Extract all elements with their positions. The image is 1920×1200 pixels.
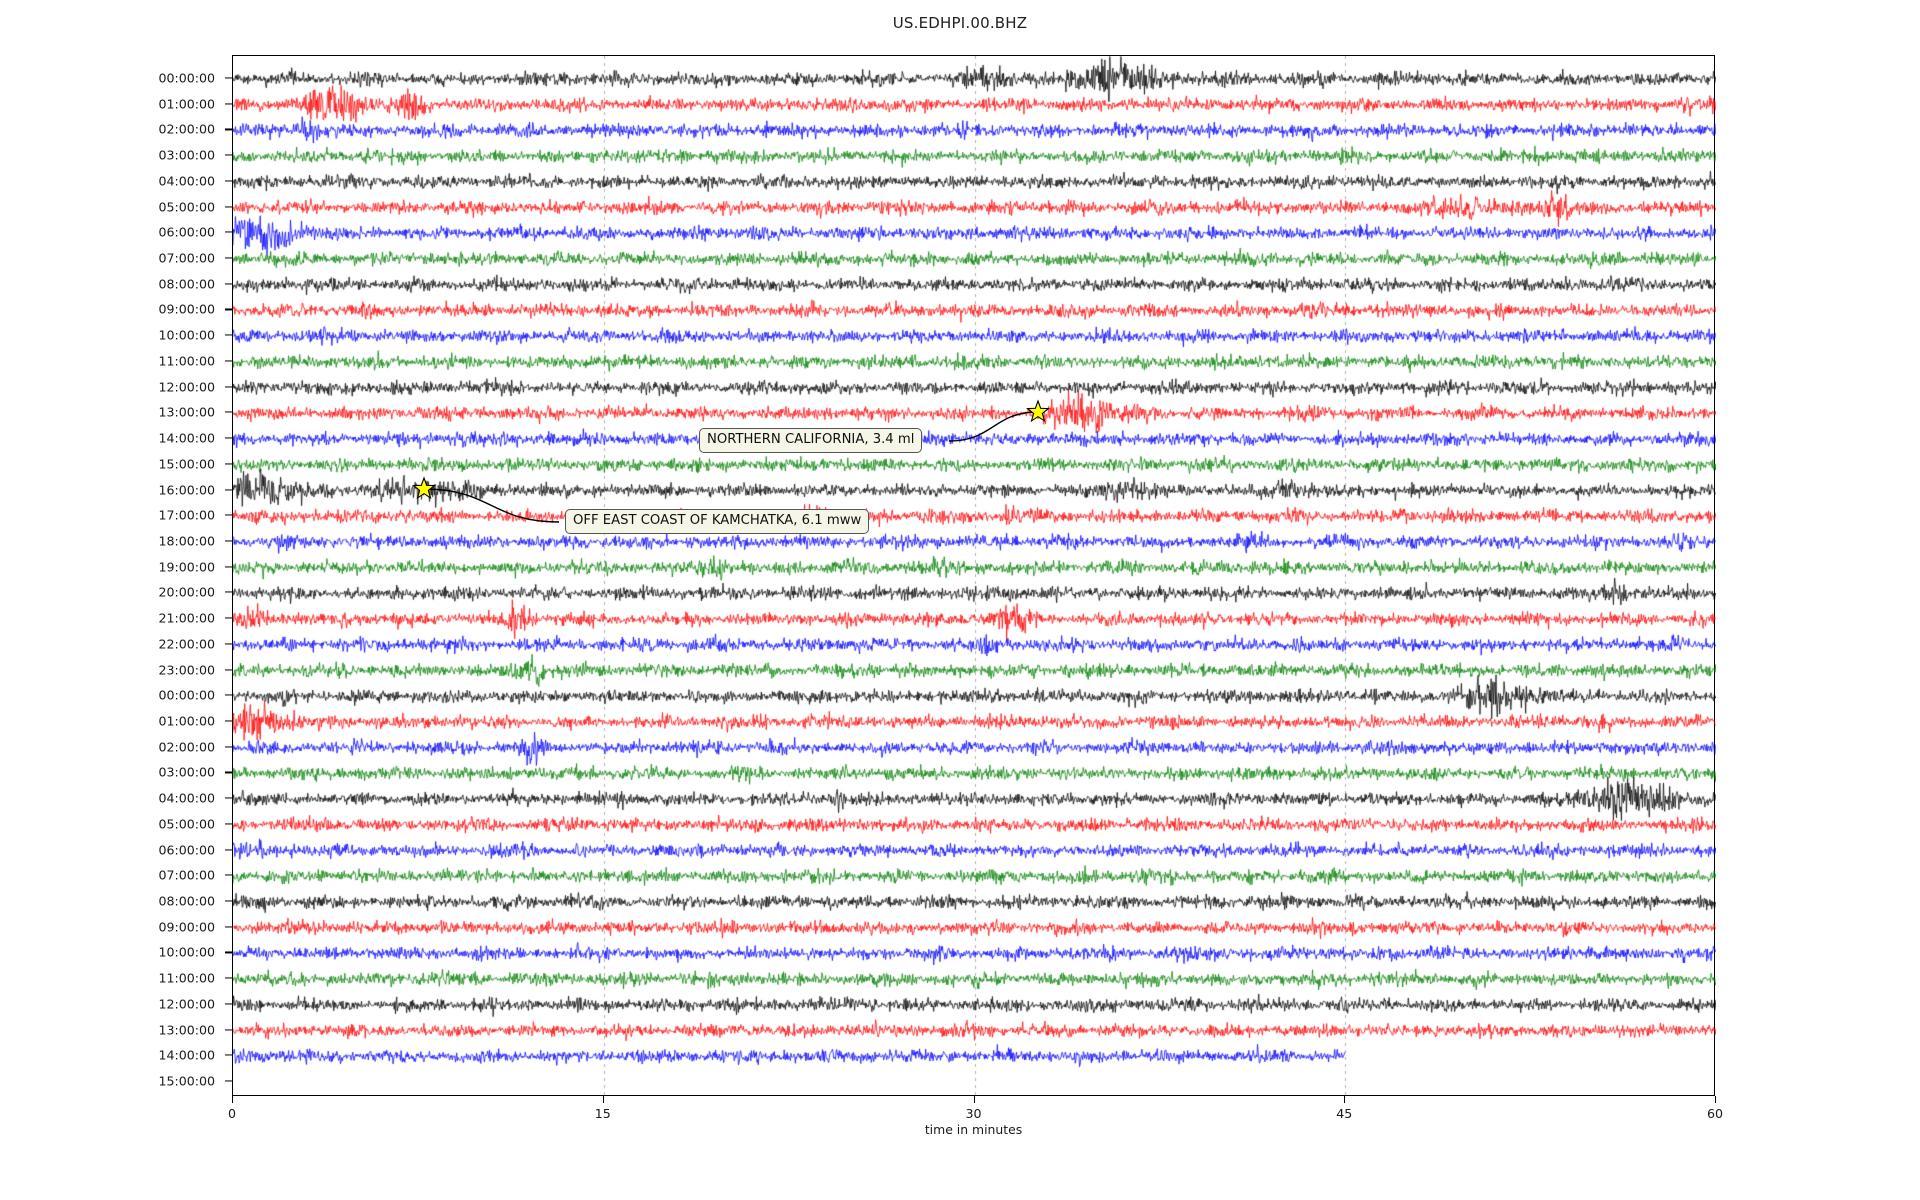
y-tick-label: 13:00:00 — [158, 1022, 215, 1038]
y-tick-mark — [225, 437, 232, 439]
y-tick-mark — [225, 617, 232, 619]
seismogram-traces — [233, 56, 1716, 1097]
y-tick-label: 10:00:00 — [158, 327, 215, 343]
y-tick-label: 00:00:00 — [158, 687, 215, 703]
y-tick-label: 14:00:00 — [158, 430, 215, 446]
y-axis-labels: 00:00:00 01:00:00 02:00:00 03:00:00 04:00:00… — [0, 55, 232, 1096]
x-axis: 0 15 30 45 60 — [228, 1096, 1723, 1156]
y-tick-label: 01:00:00 — [158, 96, 215, 112]
y-tick-label: 19:00:00 — [158, 559, 215, 575]
y-tick-label: 04:00:00 — [158, 173, 215, 189]
y-tick-mark — [225, 283, 232, 285]
y-tick-mark — [225, 1054, 232, 1056]
y-tick-mark — [225, 77, 232, 79]
y-tick-label: 05:00:00 — [158, 816, 215, 832]
y-tick-mark — [225, 1080, 232, 1082]
y-tick-mark — [225, 900, 232, 902]
y-tick-label: 07:00:00 — [158, 867, 215, 883]
y-tick-mark — [225, 360, 232, 362]
y-tick-mark — [225, 463, 232, 465]
y-tick-mark — [225, 1029, 232, 1031]
y-tick-label: 23:00:00 — [158, 662, 215, 678]
y-tick-label: 07:00:00 — [158, 250, 215, 266]
y-tick-label: 21:00:00 — [158, 610, 215, 626]
y-tick-mark — [225, 154, 232, 156]
y-tick-label: 11:00:00 — [158, 353, 215, 369]
plot-title: US.EDHPI.00.BHZ — [892, 14, 1028, 32]
y-tick-mark — [225, 874, 232, 876]
y-tick-label: 08:00:00 — [158, 893, 215, 909]
x-tick-label: 15 — [594, 1106, 611, 1121]
y-tick-mark — [225, 488, 232, 491]
y-tick-mark — [225, 720, 232, 722]
y-tick-label: 18:00:00 — [158, 533, 215, 549]
y-tick-label: 03:00:00 — [158, 764, 215, 780]
y-tick-label: 03:00:00 — [158, 147, 215, 163]
y-tick-label: 12:00:00 — [158, 996, 215, 1012]
y-tick-label: 02:00:00 — [158, 121, 215, 137]
y-tick-mark — [225, 334, 232, 336]
y-tick-mark — [225, 1003, 232, 1005]
y-tick-mark — [225, 308, 232, 311]
y-tick-label: 08:00:00 — [158, 276, 215, 292]
y-tick-mark — [225, 591, 232, 593]
y-tick-mark — [225, 797, 232, 799]
y-tick-label: 02:00:00 — [158, 739, 215, 755]
y-tick-mark — [225, 669, 232, 671]
y-tick-mark — [225, 951, 232, 954]
y-tick-label: 16:00:00 — [158, 482, 215, 498]
y-tick-label: 04:00:00 — [158, 790, 215, 806]
y-tick-label: 09:00:00 — [158, 301, 215, 317]
x-axis-title: time in minutes — [924, 1122, 1023, 1137]
y-tick-label: 12:00:00 — [158, 379, 215, 395]
y-tick-mark — [225, 180, 232, 182]
y-tick-mark — [225, 206, 232, 208]
y-tick-mark — [225, 257, 232, 259]
y-tick-mark — [225, 926, 232, 928]
y-tick-label: 22:00:00 — [158, 636, 215, 652]
y-tick-mark — [225, 977, 232, 979]
y-tick-label: 15:00:00 — [158, 456, 215, 472]
event-annotation-kamchatka[interactable]: OFF EAST COAST OF KAMCHATKA, 6.1 mww — [565, 509, 870, 534]
y-tick-mark — [225, 566, 232, 568]
y-tick-mark — [225, 771, 232, 773]
y-tick-label: 11:00:00 — [158, 970, 215, 986]
x-tick-label: 45 — [1336, 1106, 1353, 1121]
y-tick-mark — [225, 694, 232, 696]
y-tick-label: 17:00:00 — [158, 507, 215, 523]
y-tick-mark — [225, 103, 232, 105]
x-tick-mark — [232, 1096, 234, 1103]
y-tick-mark — [225, 231, 232, 233]
x-tick-label: 60 — [1706, 1106, 1724, 1121]
y-tick-label: 09:00:00 — [158, 919, 215, 935]
x-tick-mark — [1715, 1096, 1717, 1103]
y-tick-label: 06:00:00 — [158, 842, 215, 858]
y-tick-mark — [225, 540, 232, 542]
y-tick-label: 20:00:00 — [158, 584, 215, 600]
y-tick-mark — [225, 823, 232, 825]
y-tick-mark — [225, 386, 232, 388]
plot-area — [232, 55, 1716, 1097]
y-tick-mark — [225, 746, 232, 748]
y-tick-label: 15:00:00 — [158, 1073, 215, 1089]
y-tick-mark — [225, 514, 232, 516]
y-tick-mark — [225, 128, 232, 130]
y-tick-label: 14:00:00 — [158, 1047, 215, 1063]
x-tick-mark — [602, 1096, 604, 1103]
y-tick-mark — [225, 643, 232, 645]
y-tick-mark — [225, 411, 232, 413]
x-tick-mark — [973, 1096, 975, 1103]
y-tick-label: 10:00:00 — [158, 944, 215, 960]
y-tick-mark — [225, 849, 232, 851]
x-tick-label: 0 — [227, 1106, 237, 1121]
y-tick-label: 01:00:00 — [158, 713, 215, 729]
x-tick-mark — [1344, 1096, 1346, 1103]
y-tick-label: 05:00:00 — [158, 199, 215, 215]
y-tick-label: 00:00:00 — [158, 70, 215, 86]
event-annotation-northern-california[interactable]: NORTHERN CALIFORNIA, 3.4 ml — [699, 428, 923, 453]
y-tick-label: 06:00:00 — [158, 224, 215, 240]
y-tick-label: 13:00:00 — [158, 404, 215, 420]
x-tick-label: 30 — [965, 1106, 982, 1121]
